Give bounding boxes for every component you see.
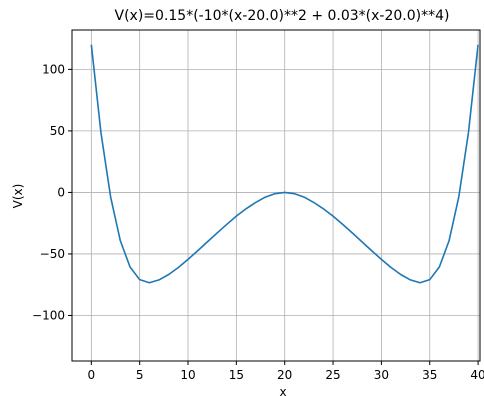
x-tick-label: 5	[136, 368, 144, 382]
y-tick-label: 50	[50, 124, 65, 138]
x-axis-ticks: 0 5 10 15 20 25 30 35 40	[88, 361, 484, 382]
x-tick-label: 25	[325, 368, 340, 382]
y-tick-label: −100	[32, 308, 65, 322]
x-axis-label: x	[279, 385, 286, 396]
x-tick-label: 15	[229, 368, 244, 382]
x-tick-label: 40	[470, 368, 484, 382]
y-axis-ticks: 100 50 0 −50 −100	[32, 62, 72, 322]
plot-frame	[71, 29, 481, 362]
x-tick-label: 0	[88, 368, 96, 382]
y-axis-label: V(x)	[11, 184, 25, 209]
x-tick-label: 20	[277, 368, 292, 382]
y-tick-label: −50	[40, 247, 65, 261]
series-line	[90, 44, 479, 284]
y-tick-label: 100	[42, 62, 65, 76]
x-tick-label: 35	[422, 368, 437, 382]
x-tick-label: 10	[180, 368, 195, 382]
grid	[72, 30, 480, 361]
x-tick-label: 30	[374, 368, 389, 382]
y-tick-label: 0	[57, 185, 65, 199]
plot-line	[90, 44, 479, 284]
chart-title: V(x)=0.15*(-10*(x-20.0)**2 + 0.03*(x-20.…	[115, 8, 450, 24]
